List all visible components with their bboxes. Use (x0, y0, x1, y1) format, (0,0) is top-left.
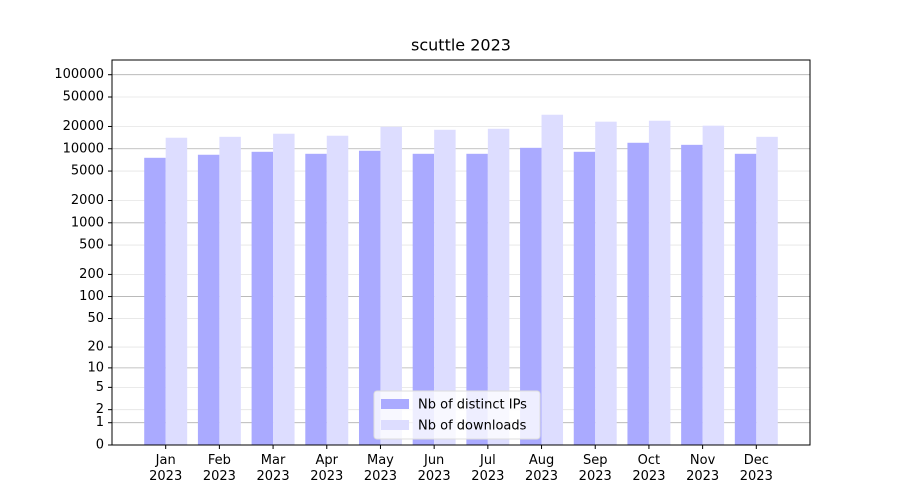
bar (380, 126, 402, 446)
bar (487, 128, 510, 446)
y-tick-label: 100000 (54, 67, 104, 82)
bar (273, 133, 295, 445)
x-tick-label: May 2023 (363, 453, 397, 484)
chart-title: scuttle 2023 (411, 36, 511, 55)
bar (466, 153, 488, 445)
y-tick-label: 50 (87, 311, 104, 326)
bar (358, 150, 381, 445)
y-tick-label: 2 (96, 402, 104, 417)
bar (648, 120, 671, 445)
y-tick-label: 10000 (63, 141, 104, 156)
bar (197, 154, 220, 446)
x-tick-label: Apr 2023 (310, 453, 344, 484)
bar (251, 151, 274, 445)
x-tick-label: Feb 2023 (202, 453, 236, 484)
bar (165, 137, 188, 445)
y-tick-label: 1000 (71, 215, 104, 230)
bar (305, 153, 327, 445)
bar (573, 151, 596, 445)
y-tick-label: 10 (87, 360, 104, 375)
bar (627, 142, 649, 445)
bar (144, 157, 166, 445)
bar (219, 136, 241, 445)
y-tick-label: 50000 (63, 90, 104, 105)
legend-swatch (381, 420, 409, 430)
plot-frame (111, 59, 811, 446)
x-tick-label: Jul 2023 (471, 453, 505, 484)
legend-box (373, 390, 541, 440)
bar (520, 147, 542, 446)
bar (702, 125, 725, 445)
x-tick-label: Aug 2023 (524, 453, 559, 484)
bar (595, 121, 617, 445)
y-tick-label: 200 (79, 267, 104, 282)
x-tick-label: Nov 2023 (686, 453, 720, 484)
x-tick-label: Dec 2023 (739, 453, 773, 484)
bar (326, 135, 349, 445)
bar (434, 129, 456, 445)
y-tick-label: 5000 (71, 164, 104, 179)
legend-label: Nb of distinct IPs (418, 398, 527, 413)
bar (681, 144, 703, 445)
y-tick-label: 20000 (63, 119, 104, 134)
bar (734, 153, 757, 445)
bar (756, 136, 778, 445)
y-tick-label: 0 (96, 438, 104, 453)
legend-swatch (381, 399, 409, 409)
x-tick-label: Mar 2023 (256, 453, 290, 484)
y-tick-label: 20 (87, 340, 104, 355)
x-tick-label: Jun 2023 (417, 453, 451, 484)
bar (412, 153, 435, 445)
y-tick-label: 1 (96, 415, 104, 430)
x-tick-label: Oct 2023 (632, 453, 666, 484)
y-tick-label: 500 (79, 238, 104, 253)
bar (541, 114, 564, 446)
legend-label: Nb of downloads (418, 419, 527, 434)
y-tick-label: 100 (79, 289, 104, 304)
y-tick-label: 2000 (71, 193, 104, 208)
x-tick-label: Sep 2023 (578, 453, 612, 484)
y-tick-label: 5 (96, 380, 104, 395)
x-tick-label: Jan 2023 (149, 453, 183, 484)
